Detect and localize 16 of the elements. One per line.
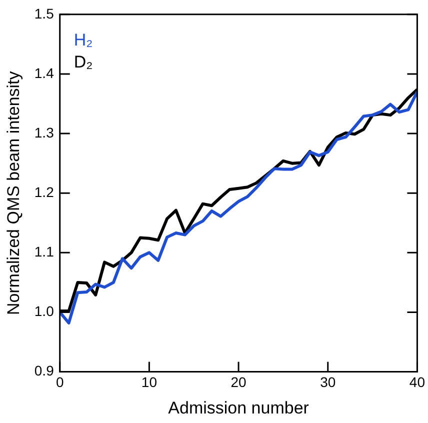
text: D₂ bbox=[74, 52, 93, 72]
y-tick-label: 1.2 bbox=[34, 184, 54, 200]
y-tick-label: 1.3 bbox=[34, 124, 54, 140]
y-axis-title: Normalized QMS beam intensity bbox=[4, 70, 23, 315]
x-tick-label: 30 bbox=[320, 374, 336, 390]
x-axis-title: Admission number bbox=[168, 398, 310, 418]
x-tick-label: 0 bbox=[56, 374, 64, 390]
x-tick-label: 10 bbox=[141, 374, 158, 390]
y-tick-label: 1.0 bbox=[34, 303, 54, 320]
y-tick-label: 0.9 bbox=[34, 362, 54, 379]
y-tick-label: 1.1 bbox=[34, 244, 54, 260]
y-tick-label: 1.5 bbox=[34, 5, 54, 22]
x-tick-label: 20 bbox=[230, 374, 247, 390]
x-tick-label: 40 bbox=[409, 374, 426, 390]
y-tick-label: 1.4 bbox=[34, 64, 54, 81]
text: H₂ bbox=[74, 30, 93, 50]
